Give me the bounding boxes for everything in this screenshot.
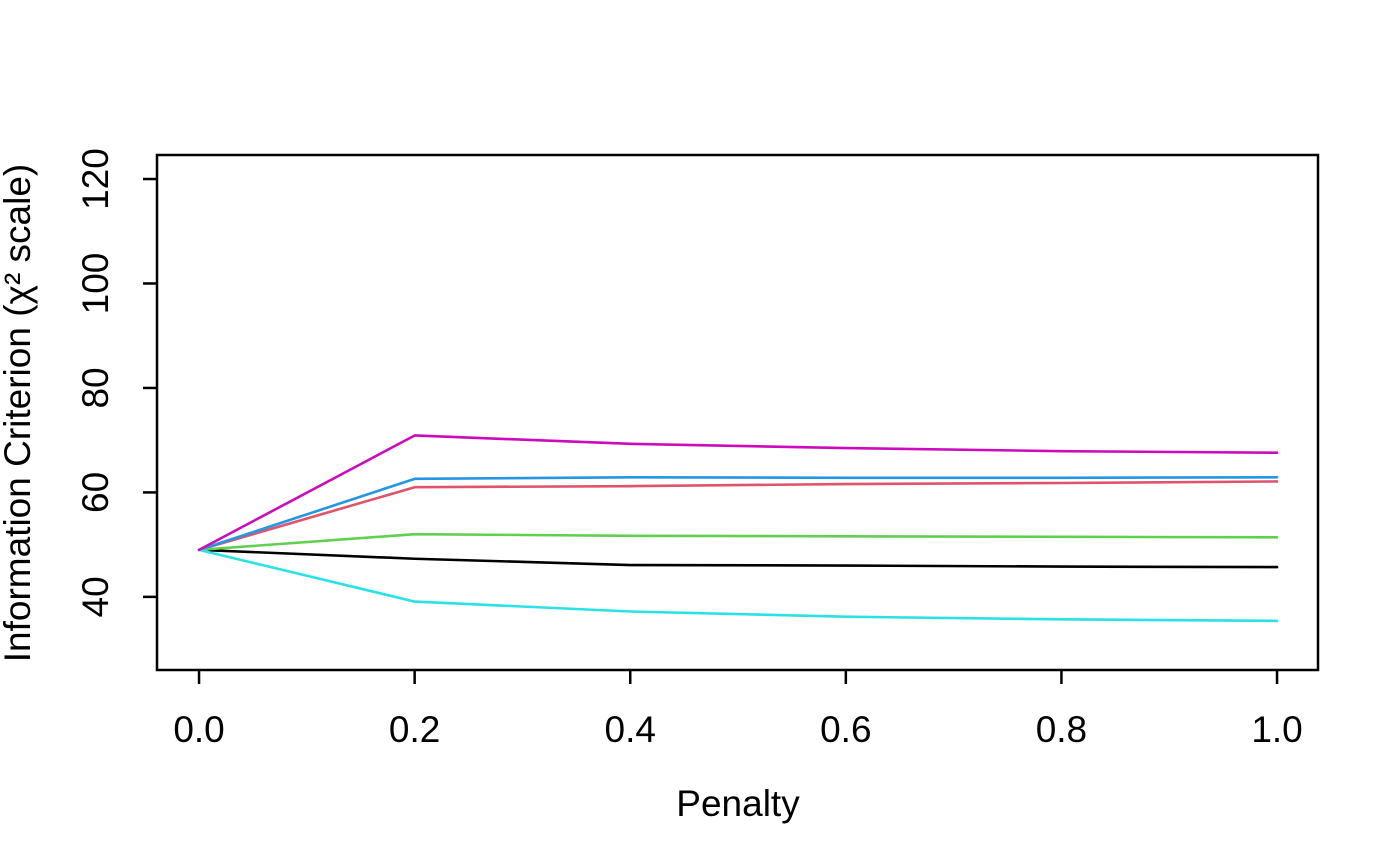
y-tick-label: 40 — [75, 576, 116, 617]
x-tick-label: 0.2 — [389, 709, 440, 750]
x-tick-label: 0.0 — [173, 709, 224, 750]
series-lines — [197, 434, 1279, 623]
series-line-magenta — [197, 434, 1279, 552]
series-line-red — [197, 480, 1279, 552]
series-line-green — [197, 532, 1279, 552]
x-axis-label: Penalty — [676, 783, 800, 824]
y-axis-label: Information Criterion (χ² scale) — [0, 164, 38, 663]
y-tick-label: 100 — [75, 253, 116, 315]
y-axis: 40 60 80 100 120 — [75, 148, 157, 617]
y-tick-label: 60 — [75, 472, 116, 513]
y-tick-label: 80 — [75, 367, 116, 408]
x-tick-label: 1.0 — [1251, 709, 1302, 750]
x-tick-label: 0.4 — [605, 709, 656, 750]
plot-frame — [155, 153, 1320, 672]
x-tick-label: 0.8 — [1036, 709, 1087, 750]
series-line-black — [197, 548, 1279, 569]
x-axis: 0.0 0.2 0.4 0.6 0.8 1.0 — [173, 670, 1303, 750]
series-line-cyan — [197, 548, 1279, 623]
y-tick-label: 120 — [75, 148, 116, 210]
series-line-blue — [197, 475, 1279, 552]
x-tick-label: 0.6 — [820, 709, 871, 750]
